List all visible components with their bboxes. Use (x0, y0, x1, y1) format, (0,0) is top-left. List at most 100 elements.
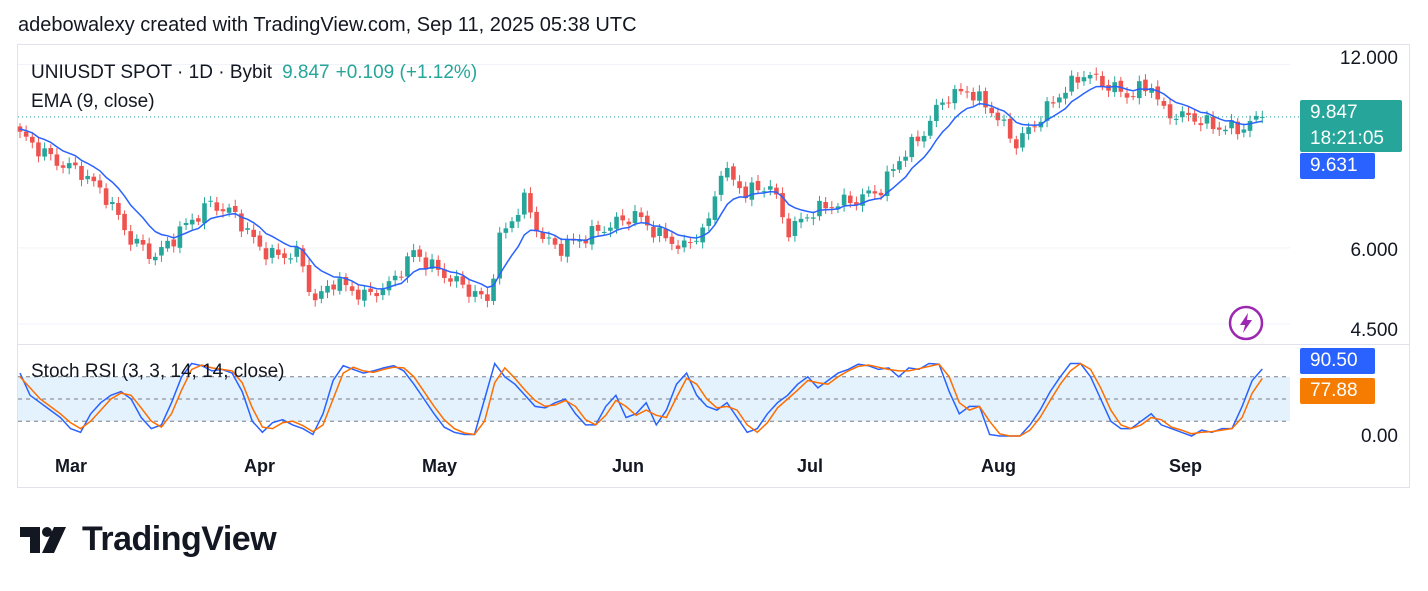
candle-body (509, 221, 515, 229)
candle-body (804, 217, 810, 219)
candle-body (522, 192, 527, 215)
x-label-mar: Mar (55, 456, 88, 476)
candle-body (226, 207, 232, 213)
tradingview-logo-icon (20, 526, 66, 553)
candle-body (485, 294, 490, 301)
candle-body (786, 218, 792, 238)
candle-body (1155, 86, 1161, 100)
candle-body (934, 104, 939, 121)
candle-body (761, 191, 767, 193)
lightning-icon[interactable] (1228, 305, 1264, 346)
candle-body (1235, 121, 1240, 135)
candle-body (970, 91, 976, 101)
candle-body (177, 226, 183, 248)
candle-body (884, 171, 890, 196)
candle-body (675, 245, 681, 249)
candle-body (952, 89, 958, 104)
candle-body (688, 242, 693, 244)
candle-body (239, 213, 244, 232)
candle-body (614, 216, 619, 229)
candle-body (1044, 101, 1050, 121)
x-label-sep: Sep (1169, 456, 1203, 476)
x-label-jul: Jul (797, 456, 824, 476)
candle-body (91, 176, 97, 182)
candle-body (1241, 129, 1247, 133)
last-price-tag[interactable]: 9.847 18:21:05 (1300, 100, 1402, 152)
candle-body (589, 226, 595, 245)
candle-body (651, 226, 656, 238)
tradingview-brand[interactable]: TradingView (20, 520, 277, 559)
symbol-legend[interactable]: UNIUSDT SPOT · 1D · Bybit 9.847 +0.109 (+1… (31, 62, 477, 84)
price-axis-label-low: 4.500 (1350, 320, 1398, 341)
candle-body (1229, 120, 1234, 129)
candle-body (128, 231, 133, 245)
candle-body (841, 194, 847, 206)
candle-body (558, 243, 564, 256)
candle-body (724, 167, 730, 178)
candle-body (491, 278, 496, 302)
stoch-k-tag[interactable]: 90.50 (1300, 348, 1375, 374)
candle-body (454, 276, 459, 282)
candle-body (694, 240, 699, 242)
candle-body (1050, 102, 1056, 104)
candle-body (872, 191, 878, 194)
candle-body (749, 182, 755, 200)
candle-body (54, 154, 60, 166)
candle-body (208, 200, 213, 202)
stoch-d-tag[interactable]: 77.88 (1300, 378, 1375, 404)
candle-body (79, 165, 84, 180)
stoch-legend[interactable]: Stoch RSI (3, 3, 14, 14, close) (31, 361, 285, 382)
candle-body (146, 243, 152, 259)
candle-body (60, 165, 66, 168)
ema-legend[interactable]: EMA (9, close) (31, 91, 155, 112)
candle-body (331, 284, 336, 290)
candle-body (1210, 116, 1216, 130)
candle-body (214, 202, 220, 211)
candle-body (632, 211, 638, 224)
candle-body (1063, 92, 1068, 99)
candle-body (823, 202, 828, 209)
candle-body (1253, 115, 1259, 120)
chart-frame[interactable] (17, 44, 1410, 488)
candle-body (921, 135, 927, 142)
candle-body (1118, 80, 1124, 92)
candle-body (497, 232, 502, 279)
x-label-aug: Aug (981, 456, 1016, 476)
candle-body (1014, 139, 1019, 149)
pane-separator[interactable] (17, 344, 1410, 345)
price-axis-label-mid: 6.000 (1350, 240, 1398, 261)
candle-body (1087, 75, 1093, 79)
candle-body (85, 175, 90, 180)
candle-body (1223, 129, 1228, 132)
candle-body (343, 276, 349, 286)
candle-body (48, 148, 54, 155)
candle-body (337, 278, 343, 291)
candle-body (909, 136, 915, 158)
candle-body (1026, 127, 1031, 134)
candle-body (1112, 82, 1117, 93)
candle-body (109, 201, 115, 205)
candle-body (1192, 113, 1197, 122)
candle-body (854, 202, 859, 205)
candle-body (835, 206, 841, 210)
candle-body (583, 239, 589, 244)
bar-countdown: 18:21:05 (1310, 128, 1384, 149)
ema-value-tag[interactable]: 9.631 (1300, 153, 1375, 179)
candle-body (134, 238, 140, 244)
candle-body (417, 249, 423, 257)
candle-body (977, 91, 982, 101)
candle-body (97, 180, 103, 188)
candle-body (1093, 73, 1099, 75)
candle-body (1124, 93, 1130, 98)
candle-body (878, 192, 884, 196)
price-axis-label-high: 12.000 (1339, 48, 1398, 69)
candle-body (768, 186, 773, 190)
candle-body (36, 142, 41, 157)
candle-body (1161, 101, 1167, 106)
ema-line (19, 85, 1263, 290)
candle-body (964, 91, 970, 93)
candle-body (294, 246, 300, 257)
candle-body (577, 240, 582, 242)
candle-body (140, 240, 146, 245)
